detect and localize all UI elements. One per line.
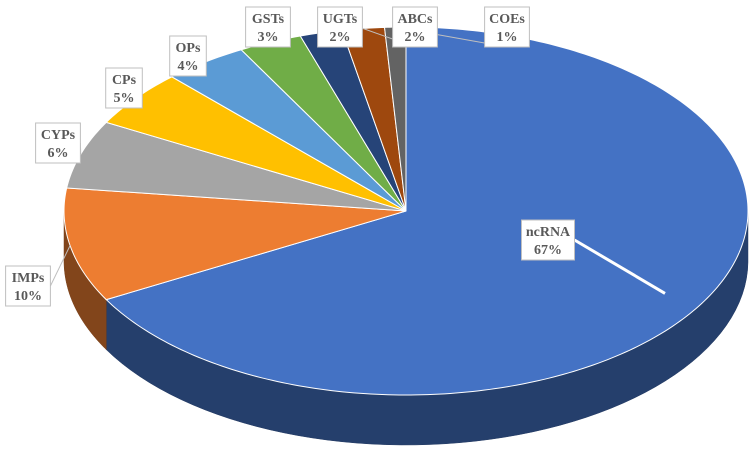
category-label: OPs: [176, 41, 201, 56]
data-label-box: [105, 67, 143, 109]
percent-label: 2%: [330, 30, 351, 45]
data-label-cyps: CYPs 6%: [35, 122, 81, 164]
data-label-box: [521, 219, 575, 261]
data-label-box: [317, 6, 363, 48]
data-labels: ncRNA 67% IMPs 10% CYPs 6% CPs 5% OPs 4% GSTs 3% UGT…: [5, 6, 575, 307]
data-label-ops: OPs 4%: [169, 35, 207, 77]
percent-label: 3%: [258, 30, 279, 45]
category-label: GSTs: [252, 12, 285, 27]
data-label-box: [245, 6, 291, 48]
category-label: CPs: [112, 73, 137, 88]
data-label-ncrna: ncRNA 67%: [521, 219, 575, 261]
pie-slices: [63, 26, 749, 396]
percent-label: 10%: [14, 289, 42, 304]
data-label-cps: CPs 5%: [105, 67, 143, 109]
slice-ncrna: [105, 26, 749, 396]
data-label-abcs: ABCs 2%: [392, 6, 438, 48]
leader-line-ncrna: [573, 238, 666, 295]
percent-label: 1%: [497, 30, 518, 45]
percent-label: 2%: [405, 30, 426, 45]
category-label: COEs: [489, 12, 525, 27]
data-label-box: [392, 6, 438, 48]
data-label-imps: IMPs 10%: [5, 265, 51, 307]
percent-label: 5%: [114, 91, 135, 106]
data-label-box: [484, 6, 530, 48]
data-label-gsts: GSTs 3%: [245, 6, 291, 48]
data-label-box: [5, 265, 51, 307]
leader-line-imps: [49, 245, 71, 287]
data-label-box: [169, 35, 207, 77]
category-label: CYPs: [41, 128, 76, 143]
category-label: IMPs: [12, 271, 45, 286]
data-label-box: [35, 122, 81, 164]
slice-imps: [63, 187, 407, 301]
category-label: ncRNA: [526, 225, 571, 240]
percent-label: 67%: [534, 243, 562, 258]
data-label-coes: COEs 1%: [484, 6, 530, 48]
percent-label: 4%: [178, 59, 199, 74]
data-label-ugts: UGTs 2%: [317, 6, 363, 48]
category-label: UGTs: [323, 12, 358, 27]
category-label: ABCs: [397, 12, 433, 27]
percent-label: 6%: [48, 146, 69, 161]
